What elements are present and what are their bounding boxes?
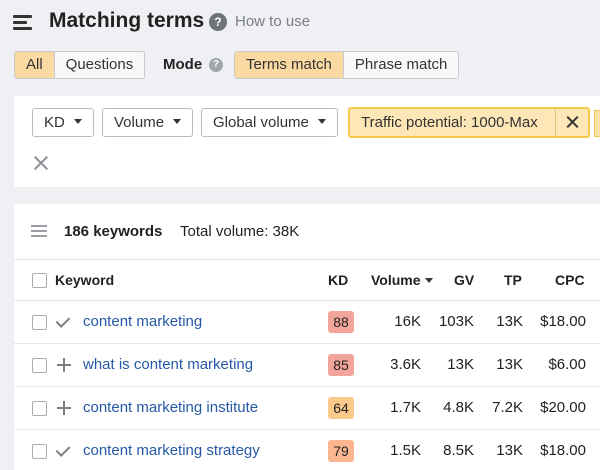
- row-checkbox[interactable]: [32, 444, 47, 459]
- column-header-kd[interactable]: KD: [328, 272, 349, 288]
- cpc-value: $18.00: [540, 313, 586, 330]
- table-row: content marketing 88 16K 103K 13K $18.00: [14, 301, 600, 344]
- volume-filter-label: Volume: [114, 114, 165, 131]
- how-to-use-link[interactable]: How to use: [235, 13, 311, 30]
- kd-badge: 79: [328, 440, 354, 462]
- total-volume: Total volume: 38K: [180, 223, 300, 240]
- table-row: content marketing institute 64 1.7K 4.8K 7.2…: [14, 387, 600, 430]
- plus-icon[interactable]: [56, 357, 72, 373]
- chevron-down-icon: [73, 118, 82, 124]
- volume-value: 16K: [394, 313, 421, 330]
- table-row: content marketing strategy 79 1.5K 8.5K 13K $…: [14, 430, 600, 470]
- tab-questions[interactable]: Questions: [65, 56, 134, 73]
- global-volume-filter-label: Global volume: [213, 114, 309, 131]
- plus-icon[interactable]: [56, 400, 72, 416]
- menu-icon[interactable]: [13, 15, 32, 30]
- column-header-volume-label: Volume: [371, 272, 421, 288]
- sort-desc-icon: [424, 277, 433, 283]
- keyword-link[interactable]: content marketing strategy: [83, 442, 260, 459]
- tab-all[interactable]: All: [15, 52, 55, 78]
- check-icon[interactable]: [56, 314, 72, 330]
- traffic-potential-value: 7.2K: [492, 399, 523, 416]
- column-header-volume[interactable]: Volume: [371, 272, 433, 288]
- traffic-potential-value: 13K: [496, 442, 523, 459]
- page-header: Matching terms ? How to use: [0, 0, 600, 46]
- keyword-type-toggle: All Questions: [14, 51, 146, 79]
- row-checkbox[interactable]: [32, 358, 47, 373]
- chevron-down-icon: [173, 118, 182, 124]
- traffic-potential-filter-label: Traffic potential: 1000-Max: [361, 114, 538, 131]
- cpc-value: $6.00: [548, 356, 586, 373]
- cpc-value: $20.00: [540, 399, 586, 416]
- kd-badge: 85: [328, 354, 354, 376]
- kd-filter-label: KD: [44, 114, 65, 131]
- row-checkbox[interactable]: [32, 401, 47, 416]
- keyword-link[interactable]: content marketing: [83, 313, 203, 330]
- match-mode-toggle: Terms match Phrase match: [234, 51, 460, 79]
- list-icon[interactable]: [31, 225, 47, 237]
- volume-filter-dropdown[interactable]: Volume: [102, 108, 194, 137]
- global-volume-value: 8.5K: [443, 442, 474, 459]
- global-volume-value: 4.8K: [443, 399, 474, 416]
- filter-panel: KD Volume Global volume Traffic potentia…: [14, 96, 600, 187]
- results-panel: 186 keywords Total volume: 38K Keyword K…: [14, 204, 600, 470]
- table-header: Keyword KD Volume GV TP CPC: [14, 259, 600, 301]
- mode-help-icon[interactable]: ?: [209, 58, 223, 72]
- help-icon[interactable]: ?: [209, 13, 227, 31]
- column-header-gv[interactable]: GV: [454, 272, 475, 288]
- volume-value: 1.7K: [390, 399, 421, 416]
- keyword-link[interactable]: content marketing institute: [83, 399, 259, 416]
- keyword-link[interactable]: what is content marketing: [83, 356, 254, 373]
- row-checkbox[interactable]: [32, 315, 47, 330]
- volume-value: 3.6K: [390, 356, 421, 373]
- cpc-value: $18.00: [540, 442, 586, 459]
- clear-filters-icon[interactable]: [32, 154, 50, 172]
- phrase-match-button[interactable]: Phrase match: [354, 56, 448, 73]
- mode-label: Mode: [163, 56, 203, 73]
- column-header-keyword[interactable]: Keyword: [55, 272, 115, 288]
- terms-match-button[interactable]: Terms match: [235, 52, 344, 78]
- kd-badge: 88: [328, 311, 354, 333]
- traffic-potential-value: 13K: [496, 356, 523, 373]
- chevron-down-icon: [317, 118, 326, 124]
- kd-filter-dropdown[interactable]: KD: [32, 108, 94, 137]
- page-title: Matching terms: [49, 9, 205, 32]
- global-volume-value: 13K: [447, 356, 474, 373]
- next-filter-edge: [594, 110, 600, 137]
- table-row: what is content marketing 85 3.6K 13K 13K $6.…: [14, 344, 600, 387]
- global-volume-filter-dropdown[interactable]: Global volume: [201, 108, 338, 137]
- traffic-potential-filter[interactable]: Traffic potential: 1000-Max: [348, 107, 590, 138]
- traffic-potential-value: 13K: [496, 313, 523, 330]
- column-header-cpc[interactable]: CPC: [555, 272, 585, 288]
- global-volume-value: 103K: [438, 313, 474, 330]
- select-all-checkbox[interactable]: [32, 273, 47, 288]
- volume-value: 1.5K: [390, 442, 421, 459]
- check-icon[interactable]: [56, 443, 72, 459]
- kd-badge: 64: [328, 397, 354, 419]
- close-icon[interactable]: [555, 109, 588, 136]
- keyword-count: 186 keywords: [64, 223, 163, 240]
- column-header-tp[interactable]: TP: [504, 272, 522, 288]
